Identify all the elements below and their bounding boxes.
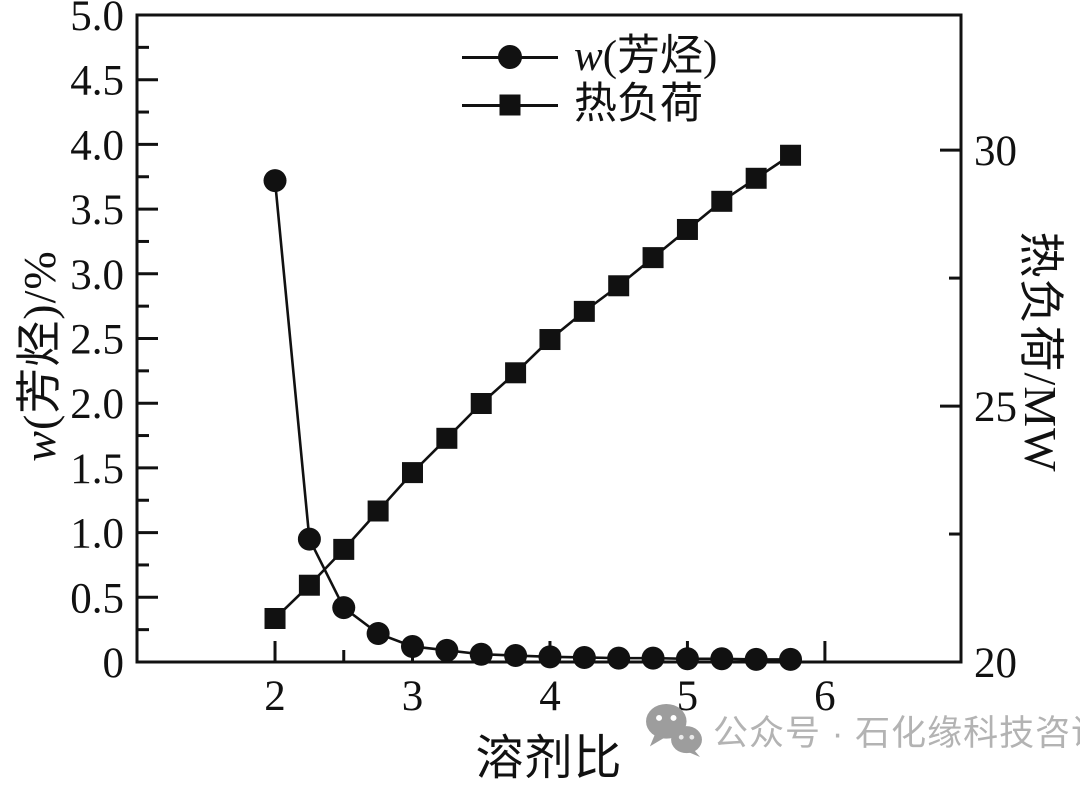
y-left-tick-label: 2.5 [70, 317, 124, 364]
x-tick-label: 5 [677, 673, 699, 720]
legend-entry-aromatics: w(芳烃) [462, 34, 717, 80]
x-tick-label: 6 [814, 673, 836, 720]
legend-entry-heat-duty: 热负荷 [462, 82, 703, 128]
data-point-circle [366, 622, 390, 646]
data-point-square [367, 500, 389, 522]
x-tick-label: 3 [402, 673, 424, 720]
data-point-circle [435, 638, 459, 662]
legend-label-italic: w [574, 33, 603, 80]
data-point-circle [675, 647, 699, 671]
data-point-square [470, 393, 492, 415]
square-marker-icon [499, 94, 521, 116]
data-point-square [264, 607, 286, 629]
data-point-square [298, 574, 320, 596]
data-point-circle [538, 645, 562, 669]
x-tick-label: 2 [264, 673, 286, 720]
data-point-square [573, 300, 595, 322]
data-point-square [745, 167, 767, 189]
data-point-circle [263, 169, 287, 193]
watermark: 公众号 · 石化缘科技咨询 [645, 699, 1080, 761]
legend-label-rest: 热负荷 [574, 81, 703, 128]
circle-marker-icon [498, 45, 522, 69]
legend-label-rest: (芳烃) [602, 33, 718, 80]
data-point-circle [572, 645, 596, 669]
data-point-circle [779, 647, 803, 671]
y-left-tick-label: 5.0 [70, 0, 124, 40]
y-right-tick-label: 30 [974, 128, 1017, 175]
y-axis-left-title: w(芳烃)/% [3, 250, 69, 461]
x-axis-title: 溶剂比 [475, 732, 623, 785]
data-point-square [711, 190, 733, 212]
wechat-icon [646, 703, 702, 757]
data-point-circle [332, 596, 356, 620]
y-axis-right-title: 热负荷/MW [1015, 231, 1066, 473]
y-left-tick-label: 0.5 [70, 575, 124, 622]
legend-line-sample [462, 94, 558, 116]
y-left-tick-label: 1.0 [70, 511, 124, 558]
data-point-square [780, 144, 802, 166]
data-point-square [436, 427, 458, 449]
data-point-circle [297, 527, 321, 551]
legend-line-sample [462, 45, 558, 69]
x-tick-label: 4 [539, 673, 561, 720]
y-left-tick-label: 3.5 [70, 187, 124, 234]
data-point-circle [641, 646, 665, 670]
watermark-text: 公众号 · 石化缘科技咨询 [713, 713, 1080, 753]
data-point-circle [607, 646, 631, 670]
y-left-tick-label: 0 [103, 640, 125, 687]
data-point-circle [469, 642, 493, 666]
data-point-square [539, 329, 561, 351]
data-point-square [676, 218, 698, 240]
data-point-square [333, 538, 355, 560]
data-point-square [505, 362, 527, 384]
data-point-square [608, 275, 630, 297]
legend-label: w(芳烃) [574, 34, 717, 80]
y-left-tick-label: 4.5 [70, 58, 124, 105]
series-line-circle [273, 180, 791, 661]
y-right-tick-label: 20 [974, 640, 1017, 687]
y-left-tick-label: 1.5 [70, 446, 124, 493]
y-right-tick-label: 25 [974, 384, 1017, 431]
y-left-tick-label: 3.0 [70, 252, 124, 299]
data-point-square [642, 247, 664, 269]
y-left-tick-label: 4.0 [70, 122, 124, 169]
y-left-title-italic: w [14, 430, 65, 462]
y-left-tick-label: 2.0 [70, 381, 124, 428]
series-line-square [274, 154, 792, 620]
data-point-circle [400, 634, 424, 658]
y-left-title-rest: (芳烃)/% [14, 250, 65, 431]
data-point-circle [710, 647, 734, 671]
legend-label: 热负荷 [574, 82, 703, 128]
data-point-circle [504, 644, 528, 668]
data-point-circle [744, 647, 768, 671]
data-point-square [401, 462, 423, 484]
